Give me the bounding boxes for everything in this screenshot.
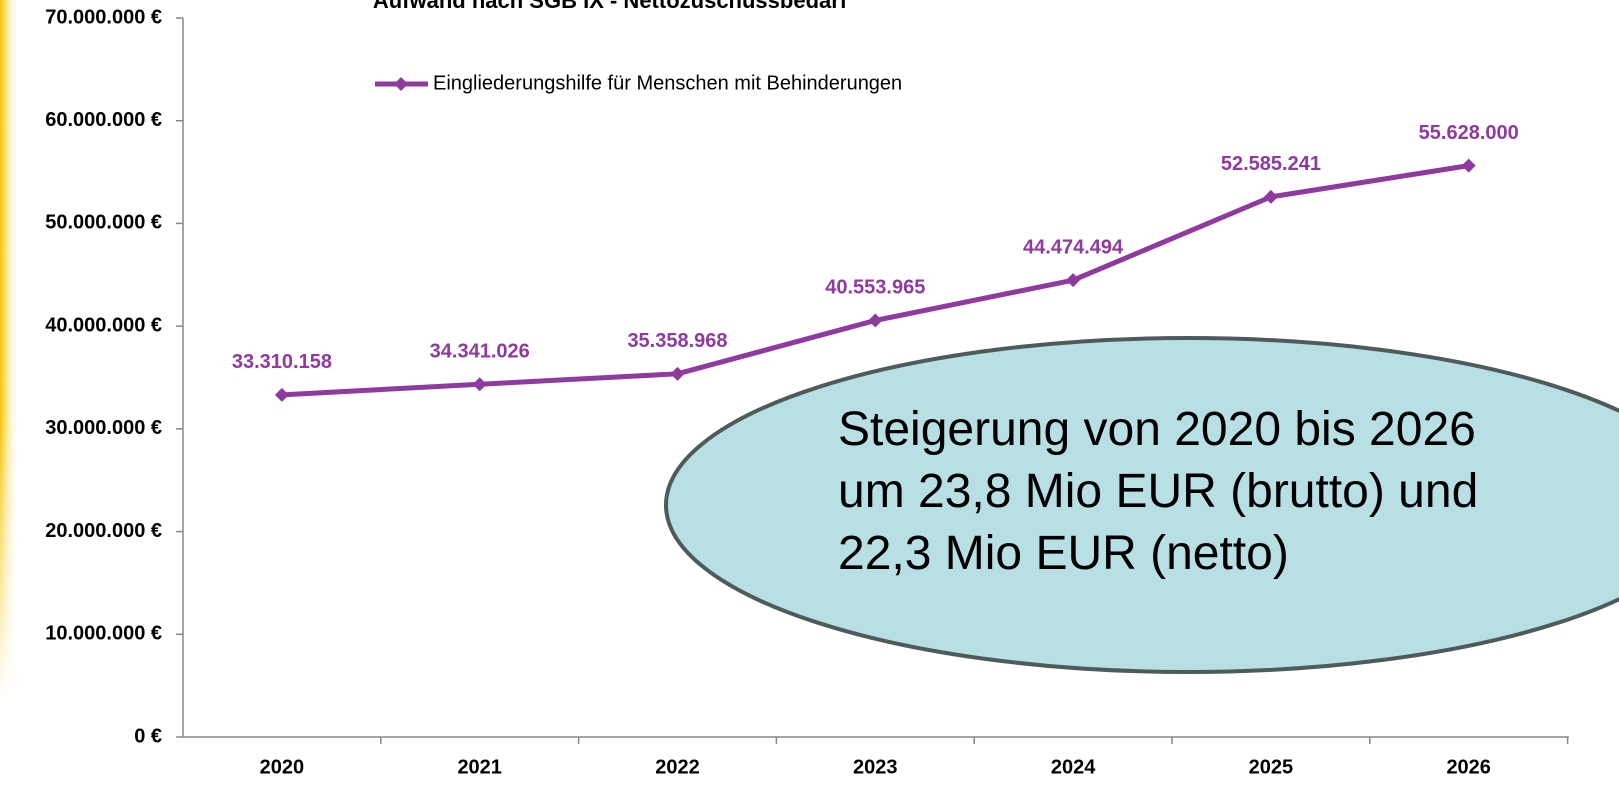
value-label: 40.553.965 (825, 277, 925, 299)
x-tick-label: 2024 (1051, 756, 1096, 778)
point (1066, 273, 1081, 288)
value-label: 33.310.158 (232, 351, 332, 373)
point (1263, 189, 1278, 204)
point (274, 387, 289, 402)
annotation-text: Steigerung von 2020 bis 2026 um 23,8 Mio … (838, 403, 1478, 580)
point (868, 313, 883, 328)
y-tick-label: 30.000.000 € (45, 417, 162, 439)
value-label: 34.341.026 (430, 341, 530, 363)
annotation-line: 22,3 Mio EUR (netto) (838, 527, 1289, 580)
value-label: 35.358.968 (627, 330, 727, 352)
y-tick-label: 10.000.000 € (45, 623, 162, 645)
value-label: 55.628.000 (1419, 122, 1519, 144)
x-tick-label: 2022 (655, 756, 700, 778)
y-tick-label: 20.000.000 € (45, 520, 162, 542)
point (472, 377, 487, 392)
plot: 0 € 10.000.000 € 20.000.000 € 30.000.000 € 4… (45, 6, 1569, 778)
x-tick-label: 2020 (260, 756, 305, 778)
point (1461, 158, 1476, 173)
chart-title: Aufwand nach SGB IX - Nettozuschussbedar… (373, 0, 848, 13)
y-tick-label: 60.000.000 € (45, 109, 162, 131)
legend-marker (394, 77, 408, 91)
x-tick-label: 2026 (1446, 756, 1491, 778)
y-tick-label: 50.000.000 € (45, 212, 162, 234)
point (670, 366, 685, 381)
x-tick-label: 2023 (853, 756, 898, 778)
x-tick-label: 2021 (457, 756, 502, 778)
y-tick-label: 0 € (134, 725, 162, 747)
annotation: Steigerung von 2020 bis 2026 um 23,8 Mio … (664, 336, 1619, 674)
x-tick-label: 2025 (1249, 756, 1294, 778)
annotation-line: Steigerung von 2020 bis 2026 (838, 403, 1476, 456)
annotation-line: um 23,8 Mio EUR (brutto) und (838, 465, 1478, 518)
legend-label: Eingliederungshilfe für Menschen mit Beh… (433, 72, 902, 94)
y-tick-label: 70.000.000 € (45, 6, 162, 28)
edge-glow-fade (0, 0, 18, 700)
annotation-ellipse (664, 336, 1619, 674)
value-label: 52.585.241 (1221, 153, 1321, 175)
value-label: 44.474.494 (1023, 236, 1124, 258)
y-tick-label: 40.000.000 € (45, 314, 162, 336)
